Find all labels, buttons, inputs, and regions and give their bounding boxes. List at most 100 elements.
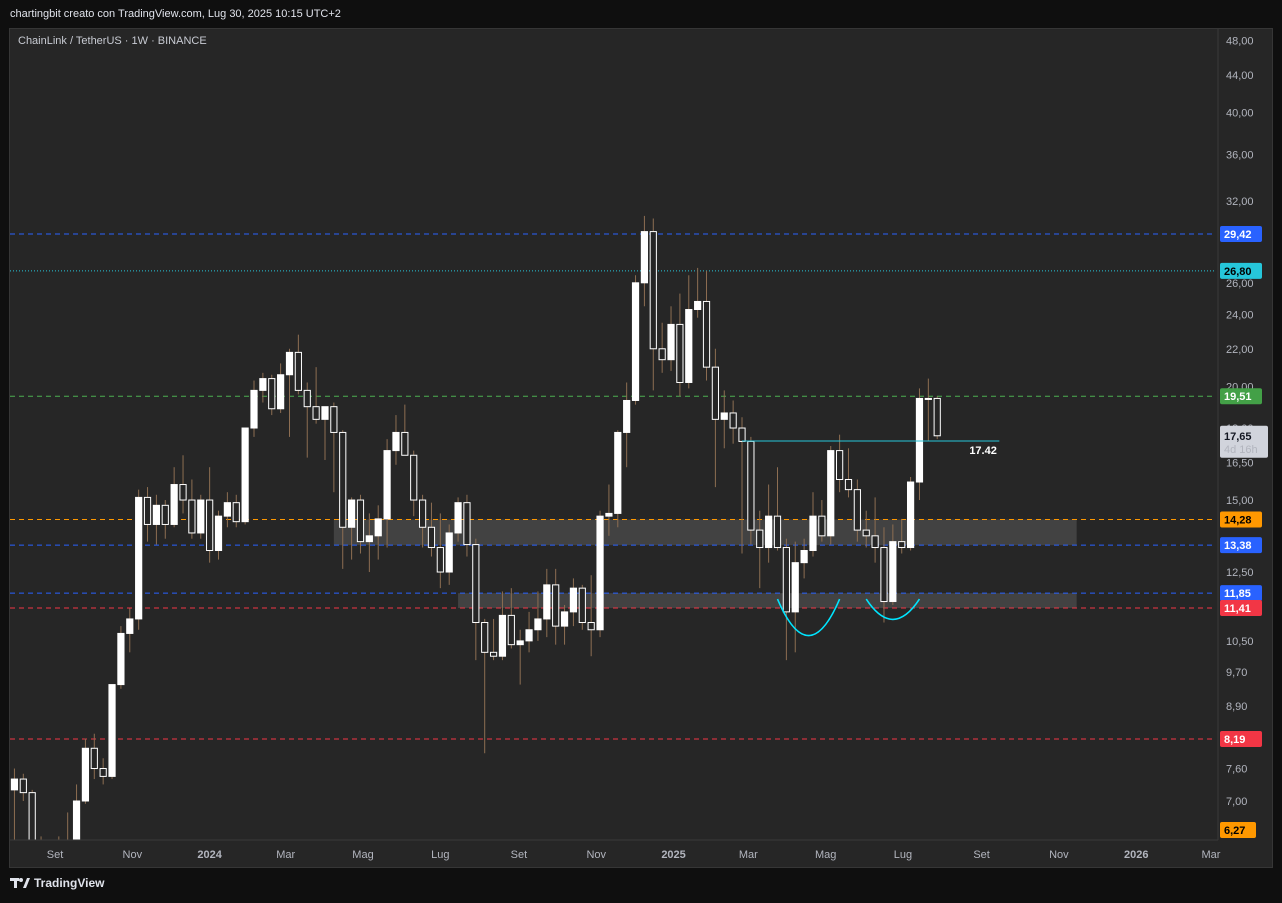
time-tick-label: 2025 <box>661 849 685 861</box>
candle-body <box>906 481 915 549</box>
plot-area[interactable]: 17.42 <box>10 215 1216 852</box>
candle-body <box>836 450 844 481</box>
last-price-value: 17,65 <box>1224 431 1252 443</box>
candle-body <box>765 515 773 549</box>
candle-body <box>640 231 649 284</box>
candle-body <box>214 515 223 552</box>
candle-body <box>339 431 347 528</box>
price-tick-label: 22,00 <box>1226 344 1254 356</box>
candle-body <box>90 747 98 770</box>
candle-body <box>285 351 294 376</box>
candle-body <box>889 541 897 603</box>
candle-body <box>356 499 365 543</box>
candle-body <box>871 535 879 549</box>
candle-body <box>81 747 90 802</box>
level-badge-text: 29,42 <box>1224 229 1252 241</box>
candle-body <box>47 843 53 846</box>
price-tick-label: 24,00 <box>1226 309 1254 321</box>
time-tick-label: Nov <box>123 849 143 861</box>
price-tick-label: 15,00 <box>1226 495 1254 507</box>
candle-body <box>880 547 888 603</box>
candle-body <box>773 515 782 549</box>
candle-body <box>525 629 533 642</box>
level-badge <box>1220 600 1262 617</box>
tradingview-logo[interactable]: TradingView <box>10 876 104 890</box>
candle-body <box>552 584 560 627</box>
level-badge-text: 11,85 <box>1224 588 1251 600</box>
candle-body <box>56 843 62 846</box>
candle-countdown: 4d 16h <box>1224 444 1258 456</box>
chart-title: ChainLink / TetherUS · 1W · BINANCE <box>18 35 207 47</box>
candle-body <box>348 499 356 528</box>
candle-body <box>427 526 436 549</box>
candle-body <box>481 622 489 653</box>
candle-body <box>135 496 143 620</box>
candle-body <box>179 484 187 501</box>
candle-body <box>436 547 444 573</box>
candle-body <box>472 544 480 624</box>
level-badge <box>1220 511 1262 528</box>
candle-body <box>250 389 258 429</box>
candle-body <box>676 323 684 383</box>
candle-body <box>117 632 125 686</box>
candle-body <box>418 499 427 528</box>
candle-body <box>596 515 604 631</box>
time-tick-label: Lug <box>894 849 912 861</box>
candle-body <box>330 406 338 433</box>
candle-body <box>126 618 134 634</box>
time-tick-label: 2026 <box>1124 849 1148 861</box>
price-tick-label: 36,00 <box>1226 149 1254 161</box>
candle-body <box>10 778 19 791</box>
candle-body <box>605 512 613 517</box>
candle-body <box>28 792 36 840</box>
cup-arc <box>865 598 921 621</box>
price-tick-label: 32,00 <box>1226 196 1254 208</box>
price-tick-label: 44,00 <box>1226 70 1254 82</box>
candle-body <box>206 499 214 552</box>
candle-body <box>143 496 152 525</box>
tradingview-logo-icon <box>10 878 30 888</box>
candle-body <box>463 502 471 546</box>
candle-body <box>924 397 932 400</box>
price-tick-label: 9,70 <box>1226 667 1247 679</box>
level-badge <box>1220 388 1262 405</box>
price-tick-label: 10,50 <box>1226 636 1254 648</box>
candle-body <box>38 843 44 846</box>
candle-body <box>374 518 382 537</box>
candle-body <box>587 622 595 631</box>
chart-pane[interactable] <box>9 28 1273 868</box>
candle-body <box>543 584 551 620</box>
time-tick-label: Mag <box>352 849 373 861</box>
level-badge-text: 8,19 <box>1224 734 1245 746</box>
price-tick-label: 7,60 <box>1226 764 1247 776</box>
candle-body <box>720 412 728 420</box>
level-badge-text: 11,41 <box>1224 603 1251 615</box>
candle-body <box>862 529 870 537</box>
time-tick-label: Set <box>47 849 64 861</box>
price-tick-label: 48,00 <box>1226 36 1254 48</box>
candle-body <box>818 515 826 537</box>
candle-body <box>782 547 790 613</box>
candle-body <box>685 309 693 383</box>
candle-body <box>507 614 515 646</box>
candle-body <box>197 499 205 534</box>
candle-body <box>658 348 666 361</box>
candle-body <box>321 406 329 420</box>
level-badge <box>1220 226 1262 242</box>
candle-body <box>667 323 675 361</box>
candle-body <box>898 541 906 549</box>
neckline-label: 17.42 <box>969 445 997 457</box>
candle-body <box>516 640 524 646</box>
level-badge <box>1220 537 1262 554</box>
time-tick-label: Mar <box>1202 849 1221 861</box>
candle-body <box>277 374 285 410</box>
candle-body <box>241 427 249 523</box>
candle-body <box>188 499 196 534</box>
candle-body <box>108 684 116 777</box>
candle-body <box>445 532 453 573</box>
low-price-badge-text: 6,27 <box>1224 825 1245 837</box>
candle-body <box>294 351 302 391</box>
candle-body <box>649 231 657 350</box>
candle-body <box>747 440 755 531</box>
